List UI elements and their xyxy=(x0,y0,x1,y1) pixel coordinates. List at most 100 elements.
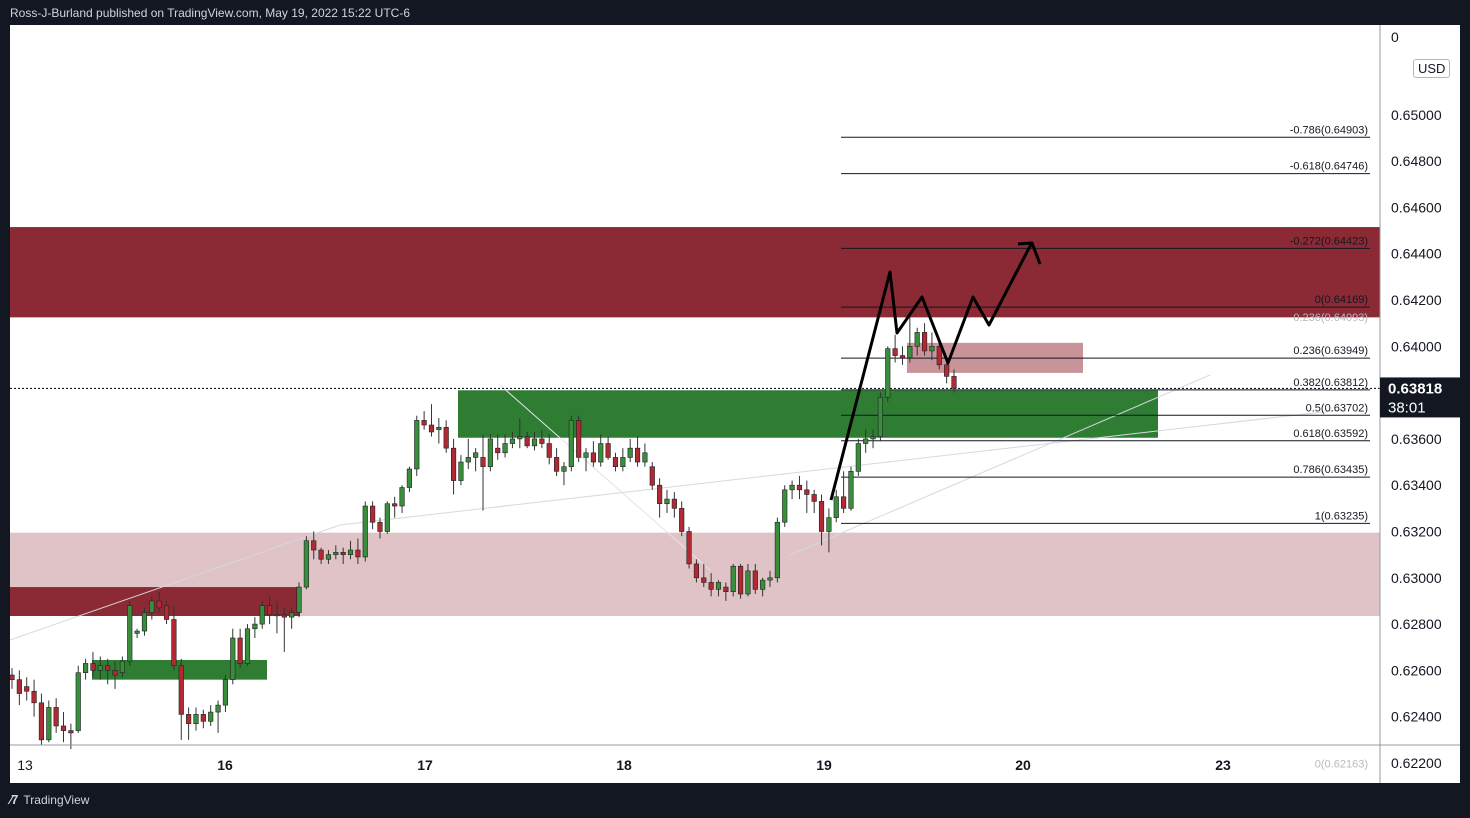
candle xyxy=(509,431,516,449)
candle xyxy=(767,570,773,588)
y-tick-partial: 0 xyxy=(1391,29,1399,45)
trendline xyxy=(499,384,711,571)
candle-body xyxy=(274,614,280,617)
candle xyxy=(318,547,324,564)
candle-body xyxy=(524,436,530,447)
candle-body xyxy=(715,582,722,590)
candle xyxy=(929,332,935,361)
x-tick-label: 23 xyxy=(1215,757,1231,773)
y-tick-label: 0.64200 xyxy=(1391,292,1442,308)
candle-body xyxy=(370,505,376,523)
publisher-header: Ross-J-Burland published on TradingView.… xyxy=(10,6,410,20)
fib-level-label: 0(0.64169) xyxy=(1315,294,1368,306)
candle xyxy=(583,448,589,472)
candle-body xyxy=(774,521,780,579)
candle xyxy=(774,517,780,583)
x-tick-label: 20 xyxy=(1015,757,1031,773)
candle xyxy=(31,679,37,717)
candle-body xyxy=(60,725,67,731)
candle-body xyxy=(97,665,103,671)
candle xyxy=(487,434,493,472)
candle xyxy=(377,517,383,539)
candle-body xyxy=(362,505,368,558)
candle xyxy=(10,668,15,689)
candle xyxy=(693,559,700,583)
candle-body xyxy=(841,496,847,509)
candle-body xyxy=(53,707,59,727)
candle xyxy=(848,466,854,511)
candle-body xyxy=(252,623,258,630)
candle-body xyxy=(892,348,898,356)
candle-body xyxy=(568,420,574,467)
y-tick-label: 0.64000 xyxy=(1391,338,1442,354)
candle-body xyxy=(215,704,221,713)
candle-body xyxy=(141,612,148,632)
candle xyxy=(473,448,479,472)
candle xyxy=(428,404,435,437)
candle-body xyxy=(163,605,170,620)
candle-body xyxy=(377,521,383,532)
candle xyxy=(907,313,913,363)
candle xyxy=(936,341,942,370)
chart-frame[interactable]: -0.786(0.64903) -0.618(0.64746) -0.272(0.6… xyxy=(10,25,1460,783)
tradingview-logo-icon[interactable]: ⁄7 xyxy=(10,792,18,807)
candle-body xyxy=(333,552,339,555)
y-tick-label: 0.64600 xyxy=(1391,199,1442,215)
candle-body xyxy=(465,457,471,463)
candle xyxy=(156,591,162,613)
candle xyxy=(259,600,265,629)
fib-level-label: -0.618(0.64746) xyxy=(1290,161,1368,173)
candle xyxy=(340,547,346,564)
candle xyxy=(296,582,302,618)
candle-body xyxy=(428,424,435,433)
candle-body xyxy=(921,332,928,352)
candle-body xyxy=(399,487,405,507)
candle xyxy=(355,538,361,564)
candle-body xyxy=(885,348,891,398)
candle-body xyxy=(737,565,744,595)
x-tick-label: 18 xyxy=(616,757,632,773)
candle-body xyxy=(325,554,332,560)
y-tick-label: 0.63600 xyxy=(1391,431,1442,447)
candle xyxy=(715,580,722,597)
candle xyxy=(782,485,788,527)
candle-body xyxy=(811,494,817,502)
y-tick-label: 0.62600 xyxy=(1391,662,1442,678)
candle-body xyxy=(531,438,538,447)
fib-level-label: 0.382(0.63812) xyxy=(1293,377,1368,389)
candle-body xyxy=(296,586,302,613)
candle-body xyxy=(620,457,626,467)
candlestick-chart[interactable]: -0.786(0.64903) -0.618(0.64746) -0.272(0.6… xyxy=(10,25,1460,783)
candle-body xyxy=(634,447,641,463)
candle-body xyxy=(127,605,133,662)
candle xyxy=(855,438,861,476)
candle xyxy=(46,700,52,743)
candle xyxy=(671,492,677,518)
candle xyxy=(752,563,758,595)
candle-body xyxy=(16,679,22,694)
zone-green-demand-mid xyxy=(458,390,1158,438)
currency-badge[interactable]: USD xyxy=(1413,59,1451,78)
candle xyxy=(870,429,876,449)
fib-level-label: 0.5(0.63702) xyxy=(1306,402,1368,414)
candle-body xyxy=(517,436,523,440)
candle xyxy=(723,582,729,601)
candle xyxy=(760,577,766,597)
candle xyxy=(620,448,626,472)
candle xyxy=(649,462,655,490)
y-tick-label: 0.64400 xyxy=(1391,246,1442,262)
candle xyxy=(392,496,398,518)
candle-body xyxy=(855,443,861,472)
candle xyxy=(450,438,457,495)
candle xyxy=(163,600,170,625)
footer-brand[interactable]: TradingView xyxy=(23,792,90,807)
candle-body xyxy=(68,730,74,734)
candle-body xyxy=(752,570,758,590)
candle xyxy=(90,651,96,678)
candle-body xyxy=(612,457,619,467)
candle-body xyxy=(237,637,243,664)
candle xyxy=(24,677,30,701)
candle-body xyxy=(171,619,177,667)
candle-body xyxy=(281,614,287,618)
y-tick-label: 0.63200 xyxy=(1391,524,1442,540)
